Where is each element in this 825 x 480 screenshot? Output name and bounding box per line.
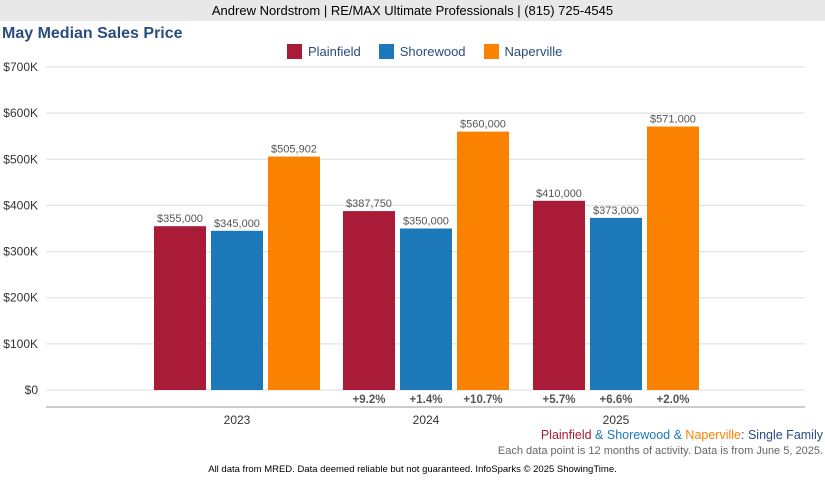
caption-suffix: : Single Family [741, 428, 823, 442]
data-label: $345,000 [214, 218, 260, 230]
legend-swatch-naperville [483, 44, 499, 59]
data-label: $373,000 [593, 205, 639, 217]
bar-naperville [457, 131, 509, 390]
change-label: +6.6% [600, 394, 633, 406]
x-tick-label: 2023 [224, 413, 251, 427]
x-tick-label: 2025 [603, 413, 630, 427]
data-label: $571,000 [650, 114, 696, 126]
legend-label-shorewood: Shorewood [399, 44, 466, 59]
y-tick-label: $100K [3, 337, 38, 351]
data-label: $505,902 [271, 144, 317, 156]
legend-item-naperville[interactable]: Naperville [483, 44, 563, 59]
change-label: +5.7% [543, 394, 576, 406]
bar-plainfield [343, 211, 395, 390]
legend-item-plainfield[interactable]: Plainfield [287, 44, 361, 59]
legend-swatch-plainfield [287, 44, 302, 59]
data-label: $355,000 [157, 213, 203, 225]
y-tick-label: $400K [3, 198, 38, 212]
bar-plainfield [154, 226, 206, 390]
bar-shorewood [211, 230, 263, 390]
data-label: $560,000 [460, 119, 506, 131]
y-tick-label: $300K [3, 245, 38, 259]
legend-label-naperville: Naperville [504, 44, 563, 59]
caption-series: Plainfield & Shorewood & Naperville: Sin… [541, 428, 823, 442]
caption-amp-2: & [670, 428, 686, 442]
change-label: +2.0% [657, 394, 690, 406]
bar-shorewood [590, 217, 642, 390]
bar-naperville [647, 126, 699, 390]
y-tick-label: $600K [3, 106, 38, 120]
y-tick-label: $0 [25, 383, 39, 397]
data-label: $410,000 [536, 188, 582, 200]
caption-naperville: Naperville [685, 428, 742, 442]
caption-amp-1: & [591, 428, 607, 442]
bar-plainfield [533, 200, 585, 390]
caption-note: Each data point is 12 months of activity… [497, 445, 823, 457]
bar-chart: $0 $100K $200K $300K $400K $500K $600K $700K 202… [3, 60, 805, 427]
y-tick-label: $700K [3, 60, 38, 74]
legend: Plainfield Shorewood Naperville [287, 44, 580, 59]
header-bar: Andrew Nordstrom | RE/MAX Ultimate Profe… [0, 0, 825, 21]
change-label: +10.7% [463, 394, 502, 406]
change-label: +1.4% [410, 394, 443, 406]
data-label: $387,750 [346, 198, 392, 210]
legend-item-shorewood[interactable]: Shorewood [378, 44, 466, 59]
chart-title: May Median Sales Price [2, 25, 183, 42]
caption-shorewood: Shorewood [606, 428, 671, 442]
x-tick-label: 2024 [413, 413, 440, 427]
caption-plainfield: Plainfield [540, 428, 592, 442]
legend-swatch-shorewood [378, 44, 394, 59]
bar-naperville [268, 156, 320, 390]
data-label: $350,000 [403, 216, 449, 228]
y-tick-label: $500K [3, 152, 38, 166]
footer-disclaimer: All data from MRED. Data deemed reliable… [208, 464, 617, 475]
y-tick-label: $200K [3, 291, 38, 305]
legend-label-plainfield: Plainfield [308, 44, 361, 59]
bar-shorewood [400, 228, 452, 390]
change-label: +9.2% [353, 394, 386, 406]
